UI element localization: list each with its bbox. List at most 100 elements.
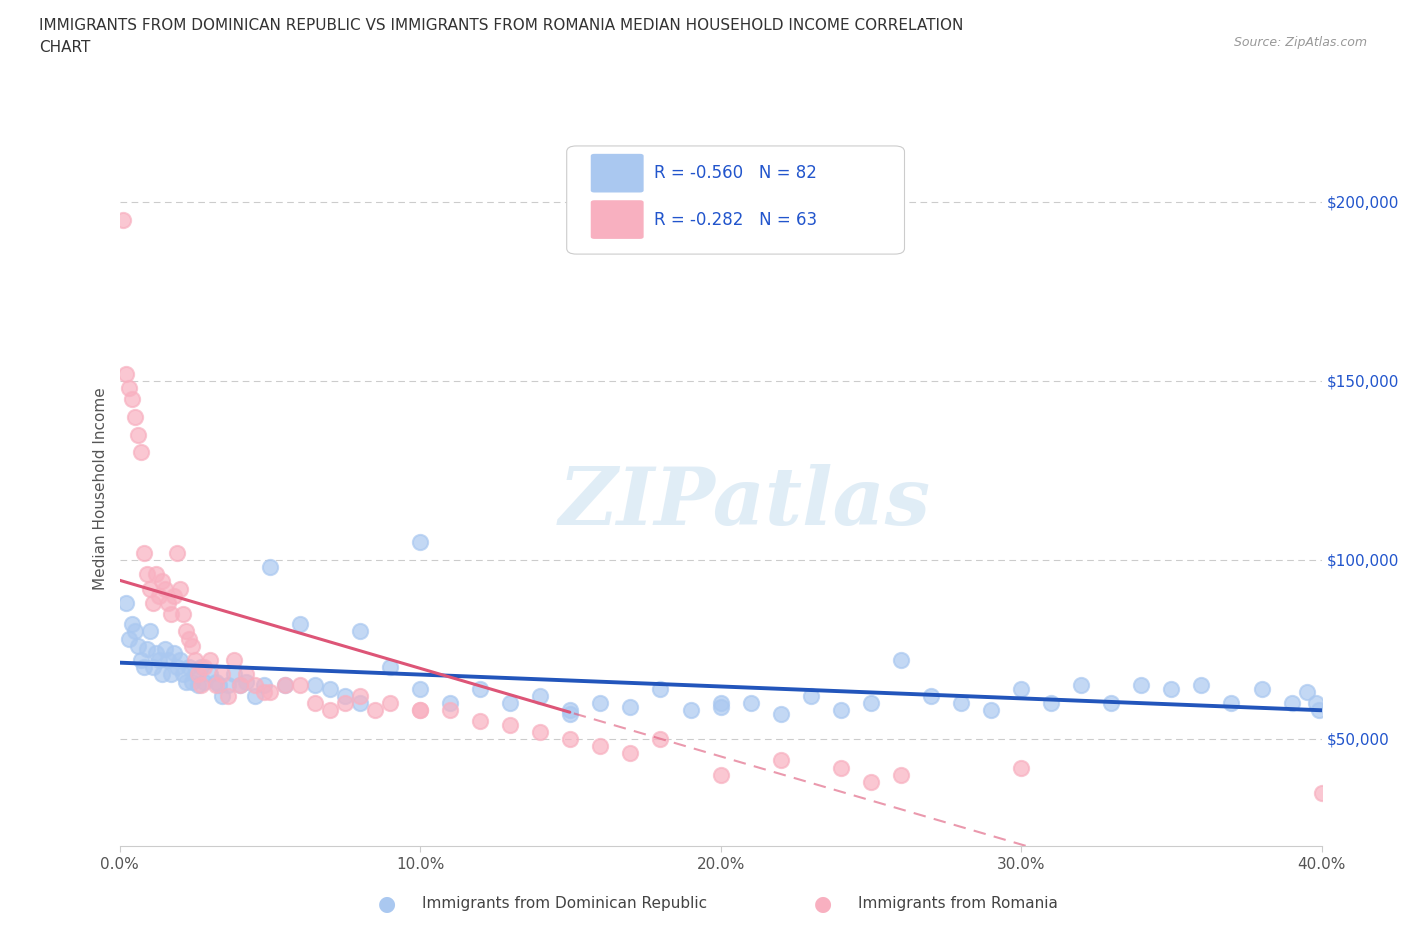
Point (709, 696, 731, 711)
Point (499, 696, 522, 711)
Point (1295, 684, 1317, 699)
Point (288, 617, 311, 631)
Point (177, 631, 200, 646)
Point (1310, 785, 1333, 800)
Point (148, 653, 170, 668)
Point (529, 688, 551, 703)
Point (288, 678, 311, 693)
Text: CHART: CHART (39, 40, 91, 55)
Point (769, 707, 792, 722)
Point (211, 667, 233, 682)
Point (217, 688, 239, 703)
Point (679, 703, 702, 718)
Point (153, 642, 176, 657)
Y-axis label: Median Household Income: Median Household Income (93, 387, 108, 590)
Text: R = -0.282   N = 63: R = -0.282 N = 63 (654, 210, 817, 229)
Point (117, 631, 139, 646)
Point (156, 595, 179, 610)
Point (830, 703, 852, 718)
Point (409, 682, 432, 697)
Point (619, 699, 641, 714)
Text: Immigrants from Dominican Republic: Immigrants from Dominican Republic (422, 897, 707, 911)
Point (800, 688, 823, 703)
Point (304, 678, 326, 693)
Point (468, 713, 492, 728)
Text: ●: ● (814, 894, 831, 914)
Point (529, 724, 551, 739)
Point (132, 545, 155, 560)
Point (378, 696, 401, 711)
Point (135, 566, 157, 581)
Point (740, 696, 762, 711)
Point (920, 688, 942, 703)
Point (259, 684, 281, 699)
Point (190, 660, 212, 675)
Point (172, 667, 194, 682)
Point (1130, 678, 1153, 693)
FancyBboxPatch shape (591, 200, 644, 239)
Point (709, 767, 731, 782)
Point (859, 696, 882, 711)
Point (1220, 696, 1243, 711)
Point (162, 589, 184, 604)
Point (222, 667, 245, 682)
Point (129, 445, 152, 460)
Point (117, 380, 139, 395)
Point (1189, 678, 1212, 693)
Point (468, 682, 492, 697)
Point (121, 617, 143, 631)
Point (172, 606, 194, 621)
Point (174, 674, 197, 689)
Point (114, 366, 136, 381)
Point (198, 667, 221, 682)
Text: R = -0.560   N = 82: R = -0.560 N = 82 (654, 165, 817, 182)
Point (153, 581, 176, 596)
Point (1308, 703, 1330, 718)
Point (211, 688, 233, 703)
Point (589, 696, 612, 711)
Point (259, 560, 281, 575)
Point (162, 645, 184, 660)
Point (364, 703, 387, 718)
Text: Source: ZipAtlas.com: Source: ZipAtlas.com (1233, 35, 1367, 48)
Point (1010, 682, 1032, 697)
Point (124, 409, 146, 424)
FancyBboxPatch shape (567, 146, 904, 254)
Point (150, 667, 173, 682)
Point (650, 682, 672, 697)
Text: IMMIGRANTS FROM DOMINICAN REPUBLIC VS IMMIGRANTS FROM ROMANIA MEDIAN HOUSEHOLD I: IMMIGRANTS FROM DOMINICAN REPUBLIC VS IM… (39, 18, 963, 33)
Point (274, 678, 297, 693)
Point (980, 703, 1002, 718)
Point (950, 696, 973, 711)
Point (709, 699, 731, 714)
Point (1160, 682, 1182, 697)
Point (132, 660, 155, 675)
Point (349, 696, 371, 711)
Point (169, 581, 191, 596)
Point (439, 703, 461, 718)
Point (235, 674, 257, 689)
Point (890, 767, 912, 782)
Point (319, 682, 342, 697)
Point (1250, 682, 1272, 697)
Point (253, 678, 276, 693)
Point (228, 678, 252, 693)
Point (560, 731, 582, 746)
Point (114, 595, 136, 610)
Point (319, 703, 342, 718)
Point (409, 535, 432, 550)
Point (204, 678, 226, 693)
Point (243, 688, 266, 703)
Point (159, 606, 181, 621)
Text: Immigrants from Romania: Immigrants from Romania (858, 897, 1057, 911)
Point (111, 212, 134, 227)
Point (150, 574, 173, 589)
Point (187, 667, 209, 682)
Point (650, 731, 672, 746)
Point (333, 696, 356, 711)
Point (190, 678, 212, 693)
Point (253, 684, 276, 699)
Point (349, 624, 371, 639)
Point (183, 667, 205, 682)
Point (409, 703, 432, 718)
